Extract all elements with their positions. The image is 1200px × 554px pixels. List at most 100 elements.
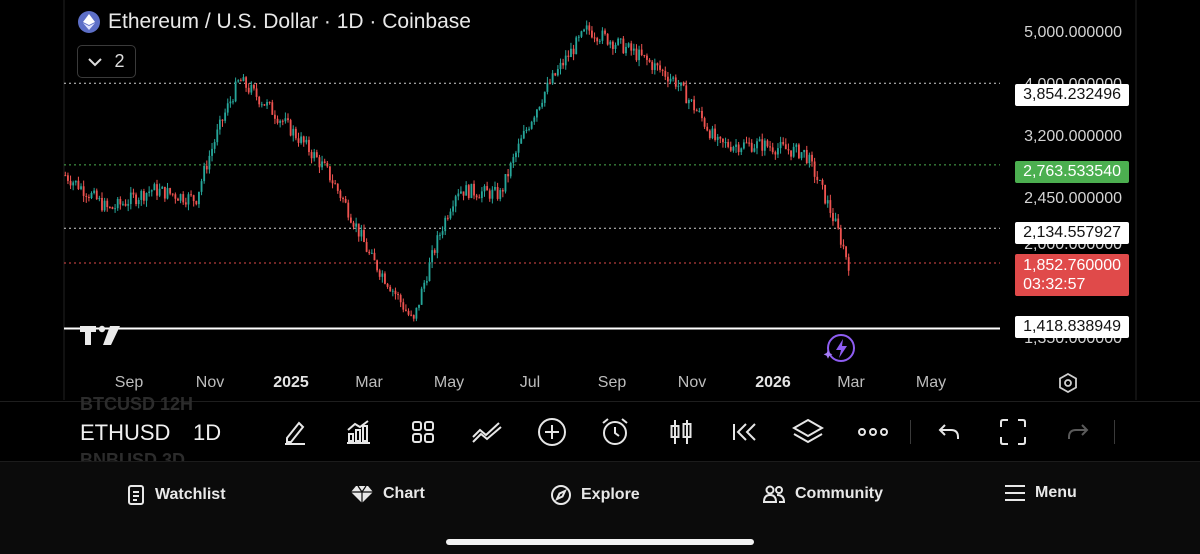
candle-body	[575, 37, 578, 55]
time-label: May	[915, 374, 947, 391]
candle-body	[402, 302, 405, 310]
price-tag-level[interactable]: 2,134.557927	[1015, 222, 1129, 244]
candle-body	[250, 84, 253, 93]
candle-body	[355, 223, 358, 227]
candle-body	[491, 189, 494, 199]
candle-body	[98, 197, 101, 200]
candle-body	[533, 117, 536, 122]
candle-body	[546, 82, 549, 92]
candle-body	[708, 130, 711, 139]
candle-body	[302, 136, 305, 143]
candle-body	[205, 165, 208, 170]
alarm-clock-icon[interactable]	[598, 415, 632, 449]
candle-body	[263, 104, 266, 106]
candle-body	[632, 48, 635, 51]
spark-assistant-icon[interactable]	[822, 333, 858, 368]
candle-body	[680, 82, 682, 86]
candle-body	[67, 175, 69, 181]
symbol-header[interactable]: Ethereum / U.S. Dollar · 1D · Coinbase	[78, 10, 471, 34]
candle-body	[203, 165, 206, 182]
chart-diamond-icon	[351, 485, 373, 503]
candle-body	[208, 155, 211, 170]
candle-body	[549, 82, 551, 84]
candle-body	[577, 36, 580, 38]
symbol-selector[interactable]: ETHUSD	[80, 420, 171, 445]
indicators-icon[interactable]	[341, 415, 375, 449]
candle-body	[87, 196, 90, 199]
candle-body	[150, 190, 153, 192]
time-label: Mar	[837, 374, 865, 391]
candle-body	[221, 119, 224, 121]
candle-body	[787, 149, 790, 151]
price-tag-green[interactable]: 2,763.533540	[1015, 161, 1129, 183]
candle-body	[732, 146, 735, 151]
nav-chart[interactable]: Chart	[350, 484, 425, 504]
candle-body	[604, 30, 606, 34]
candle-body	[169, 188, 172, 194]
price-chart[interactable]	[0, 0, 1200, 400]
candle-body	[504, 174, 507, 192]
candle-body	[784, 144, 787, 150]
candle-style-icon[interactable]	[664, 415, 698, 449]
ghost-symbol-prev: BTCUSD 12H	[80, 394, 194, 414]
candle-body	[177, 198, 179, 201]
candle-body	[420, 288, 423, 305]
nav-explore[interactable]: Explore	[550, 484, 640, 506]
candle-body	[845, 246, 847, 258]
candle-body	[308, 139, 310, 153]
layouts-grid-icon[interactable]	[406, 415, 440, 449]
candle-body	[517, 143, 520, 153]
interval-selector[interactable]: 1D	[193, 420, 222, 445]
candle-body	[370, 252, 373, 254]
layers-icon[interactable]	[791, 415, 825, 449]
candle-body	[653, 63, 656, 70]
drawing-tools-icon[interactable]	[278, 415, 312, 449]
candle-body	[816, 176, 819, 181]
candle-body	[363, 230, 365, 243]
nav-watchlist-label: Watchlist	[155, 486, 226, 503]
candle-body	[399, 295, 402, 303]
candle-body	[129, 192, 132, 205]
hamburger-menu-icon	[1005, 485, 1025, 501]
add-icon[interactable]	[535, 415, 569, 449]
undo-icon[interactable]	[932, 415, 966, 449]
candle-body	[585, 25, 588, 30]
candle-body	[782, 141, 785, 145]
candle-body	[538, 106, 541, 110]
more-options-icon[interactable]	[856, 415, 890, 449]
candle-body	[344, 198, 347, 203]
nav-community[interactable]: Community	[762, 484, 883, 504]
candle-body	[475, 195, 478, 198]
current-price-tag[interactable]: 1,852.760000 03:32:57	[1015, 254, 1129, 296]
candle-body	[606, 33, 609, 45]
candle-body	[790, 150, 792, 157]
candle-body	[428, 262, 431, 282]
candle-body	[85, 195, 88, 197]
candle-body	[433, 250, 436, 253]
candle-body	[313, 152, 316, 159]
candle-body	[394, 290, 397, 295]
candle-body	[832, 212, 834, 222]
candle-body	[192, 195, 195, 202]
candle-body	[512, 157, 515, 163]
strategies-icon[interactable]	[470, 415, 504, 449]
nav-menu[interactable]: Menu	[1004, 484, 1077, 502]
replay-rewind-icon[interactable]	[727, 415, 761, 449]
fullscreen-icon[interactable]	[996, 415, 1030, 449]
indicator-count: 2	[114, 51, 125, 71]
candle-body	[719, 136, 722, 139]
nav-watchlist[interactable]: Watchlist	[126, 484, 226, 506]
settings-hexagon-icon[interactable]	[1058, 372, 1078, 398]
redo-icon[interactable]	[1061, 415, 1095, 449]
indicators-toggle-button[interactable]: 2	[77, 45, 136, 78]
candle-body	[116, 199, 119, 209]
candle-body	[101, 197, 103, 211]
chart-area[interactable]: Ethereum / U.S. Dollar · 1D · Coinbase 2…	[0, 0, 1200, 400]
candle-body	[795, 144, 798, 147]
candle-body	[824, 184, 827, 204]
candle-body	[619, 38, 622, 40]
price-tag-low[interactable]: 1,418.838949	[1015, 316, 1129, 338]
candle-body	[135, 194, 137, 205]
home-indicator[interactable]	[446, 539, 754, 545]
price-tag-high[interactable]: 3,854.232496	[1015, 84, 1129, 106]
